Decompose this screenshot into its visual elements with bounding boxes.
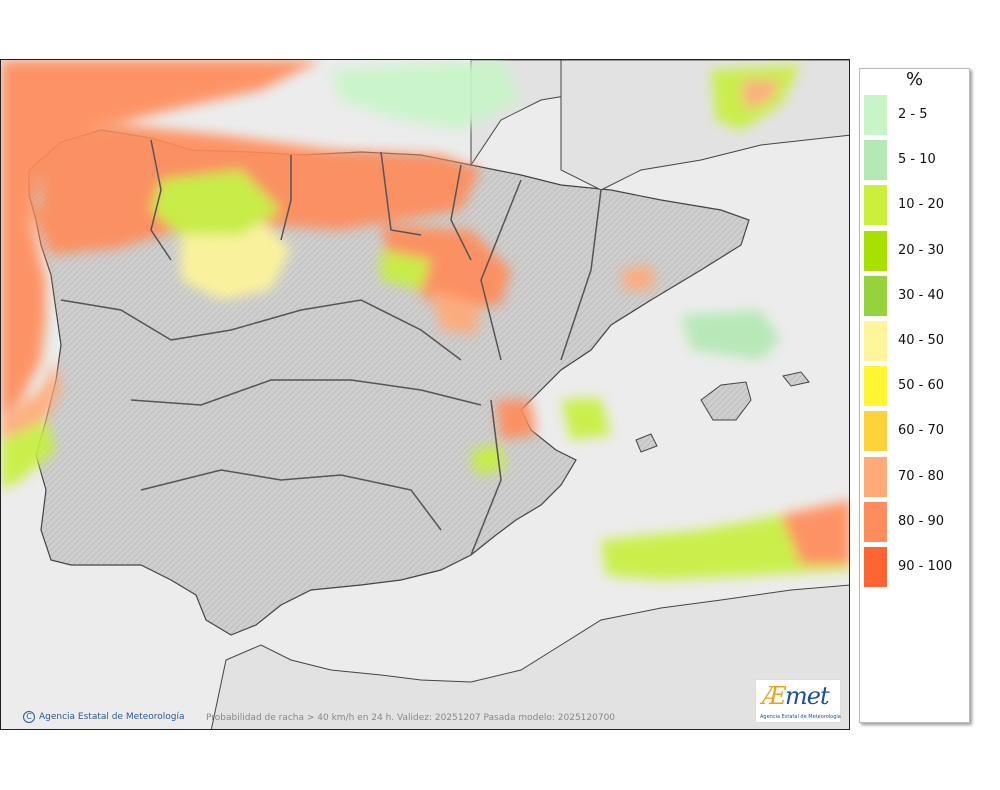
agency-credit-text: Agencia Estatal de Meteorología [39,712,185,722]
legend-swatch [864,501,887,542]
ibiza-island [635,433,658,453]
legend-swatch [864,230,887,271]
legend-panel: % 2 - 5 5 - 10 10 - 20 20 - 30 30 - 40 40 - 5… [859,68,970,723]
legend-item: 80 - 90 [864,501,964,542]
legend-item: 20 - 30 [864,230,964,271]
legend-label: 30 - 40 [898,287,945,303]
agency-credit: C Agencia Estatal de Meteorología [23,711,185,723]
legend-label: 10 - 20 [898,197,945,213]
legend-label: 70 - 80 [898,468,945,484]
aemet-logo-subtitle: Agencia Estatal de Meteorología [760,714,841,720]
legend-swatch [864,456,887,497]
legend-swatch [864,275,887,316]
legend-label: 5 - 10 [898,152,936,168]
legend-item: 5 - 10 [864,140,964,181]
copyright-icon: C [23,711,35,723]
legend-item: 30 - 40 [864,275,964,316]
legend-swatch [864,366,887,407]
legend-label: 90 - 100 [898,559,953,574]
aemet-logo-ae: Æ [762,682,786,710]
region-borders [60,139,602,556]
legend-swatch [864,185,887,226]
aemet-logo[interactable]: Æmet Agencia Estatal de Meteorología [755,679,841,723]
legend-label: 50 - 60 [898,378,945,394]
legend-label: 2 - 5 [898,107,928,122]
north-africa-landmass [210,584,849,729]
legend-label: 40 - 50 [898,333,945,348]
legend-swatch [864,140,887,181]
legend-item: 40 - 50 [864,321,964,361]
legend-swatch [864,95,887,135]
menorca-island [782,371,810,387]
legend-swatch [864,547,887,587]
legend-item: 2 - 5 [864,95,964,135]
legend-item: 10 - 20 [864,185,964,226]
mallorca-island [700,381,752,421]
legend-swatch [864,411,887,452]
legend-item: 90 - 100 [864,547,964,587]
forecast-map[interactable] [1,60,850,730]
map-caption: Probabilidad de racha > 40 km/h en 24 h.… [206,713,616,723]
map-panel[interactable]: C Agencia Estatal de Meteorología Probabi… [0,59,850,730]
legend-label: 80 - 90 [898,513,945,529]
legend-label: 20 - 30 [898,242,945,258]
legend-label: 60 - 70 [898,423,945,439]
legend-item: 50 - 60 [864,366,964,407]
legend-item: 70 - 80 [864,456,964,497]
aemet-logo-rest: met [785,682,830,710]
legend-swatch [864,321,887,361]
legend-item: 60 - 70 [864,411,964,452]
legend-unit: % [905,69,924,90]
probability-overlay [1,60,849,580]
aemet-logo-word: Æmet [762,682,830,710]
